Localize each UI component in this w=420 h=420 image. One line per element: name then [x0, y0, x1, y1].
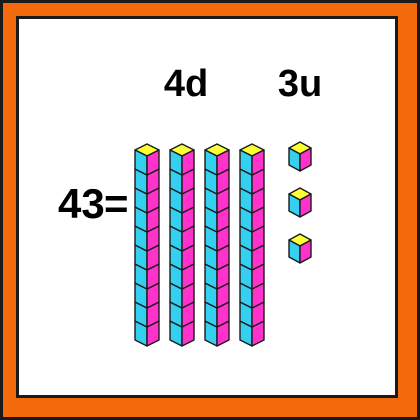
- tens-rod: [239, 143, 265, 347]
- rod-cube: [239, 168, 265, 195]
- rod-cube: [134, 143, 160, 176]
- rod-cube: [239, 143, 265, 176]
- tens-rods: [134, 143, 265, 347]
- rod-cube: [169, 225, 195, 252]
- rod-cube: [134, 244, 160, 271]
- rod-cube: [204, 143, 230, 176]
- rod-cube: [134, 225, 160, 252]
- rod-cube: [169, 206, 195, 233]
- unit-cube: [288, 187, 312, 218]
- rod-cube: [239, 320, 265, 347]
- rod-cube: [239, 187, 265, 214]
- unit-cubes: [288, 141, 312, 264]
- rod-cube: [134, 263, 160, 290]
- rod-cube: [169, 263, 195, 290]
- rod-cube: [204, 301, 230, 328]
- equals-sign: =: [104, 180, 129, 227]
- rod-cube: [134, 168, 160, 195]
- rod-cube: [169, 143, 195, 176]
- number-value: 43: [58, 180, 105, 227]
- units-label: 3u: [278, 63, 322, 105]
- rod-cube: [204, 282, 230, 309]
- unit-cube: [288, 233, 312, 264]
- unit-cube: [288, 141, 312, 172]
- rod-cube: [239, 282, 265, 309]
- rod-cube: [169, 187, 195, 214]
- rod-cube: [134, 282, 160, 309]
- rod-cube: [134, 301, 160, 328]
- rod-cube: [204, 225, 230, 252]
- rod-cube: [134, 320, 160, 347]
- tens-label: 4d: [164, 63, 208, 105]
- rod-cube: [204, 244, 230, 271]
- tens-rod: [134, 143, 160, 347]
- tens-rod: [169, 143, 195, 347]
- tens-rod: [204, 143, 230, 347]
